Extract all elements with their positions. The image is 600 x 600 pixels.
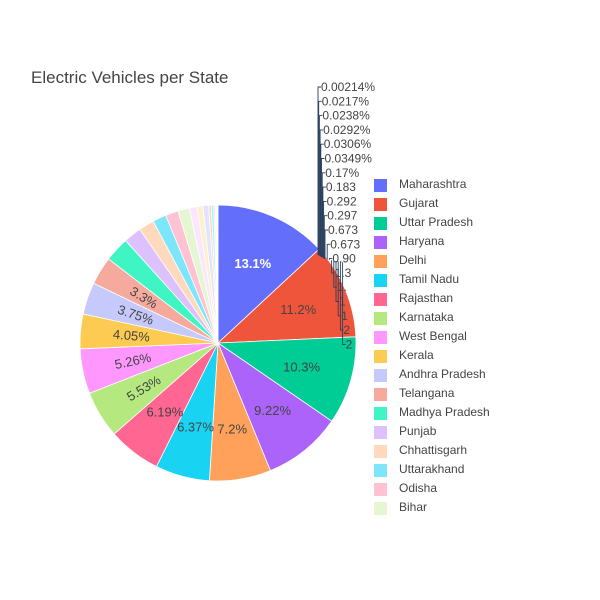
callout-text: 2 (343, 323, 350, 337)
legend-label: Andhra Pradesh (399, 367, 486, 381)
legend-label: Gujarat (399, 196, 439, 210)
legend-label: Uttarakhand (399, 462, 465, 476)
callout-text: 2 (346, 337, 353, 351)
slice-label: 7.2% (217, 421, 247, 436)
callout-line (323, 200, 327, 259)
callout-text: 1.3 (335, 266, 352, 280)
callout-text: 0.673 (328, 223, 358, 237)
legend-label: Madhya Pradesh (399, 405, 490, 419)
legend-swatch (374, 407, 387, 420)
legend-label: Punjab (399, 424, 437, 438)
legend-swatch (374, 255, 387, 268)
legend-swatch (374, 179, 387, 192)
legend-label: Telangana (399, 386, 455, 400)
chart-title: Electric Vehicles per State (31, 68, 229, 87)
callout-line (320, 143, 324, 257)
callout-line (326, 243, 331, 260)
callout-line (321, 172, 326, 258)
callout-text: 0.0217% (322, 94, 370, 108)
callout-line (319, 129, 324, 257)
pie-slices (79, 204, 357, 482)
callout-line (342, 262, 346, 345)
callout-line (317, 86, 321, 255)
legend-swatch (374, 445, 387, 458)
legend-label: Delhi (399, 253, 427, 267)
legend-label: Odisha (399, 481, 438, 495)
callout-text: 0.0306% (324, 137, 372, 151)
callout-text: 0.0292% (323, 123, 371, 137)
callout-line (328, 258, 333, 260)
callout-text: 0.292 (327, 194, 357, 208)
callout-labels: 0.00214%0.0217%0.0238%0.0292%0.0306%0.03… (317, 80, 375, 351)
slice-label: 6.37% (177, 420, 214, 435)
legend-swatch (374, 388, 387, 401)
legend-label: Haryana (399, 234, 445, 248)
legend-swatch (374, 483, 387, 496)
legend-swatch (374, 426, 387, 439)
legend-label: Tamil Nadu (399, 272, 460, 286)
callout-line (323, 215, 328, 259)
pie-slice[interactable] (217, 204, 320, 344)
legend-label: Maharashtra (399, 177, 467, 191)
callout-text: 1 (341, 309, 348, 323)
legend-swatch (374, 198, 387, 211)
legend-swatch (374, 350, 387, 363)
callout-line (321, 158, 325, 257)
slice-label: 9.22% (254, 403, 291, 418)
slice-label: 11.2% (280, 302, 316, 317)
legend-label: Bihar (399, 500, 428, 514)
legend-label: Kerala (399, 348, 434, 362)
callout-text: 0.0238% (322, 109, 370, 123)
legend-swatch (374, 312, 387, 325)
slice-label: 6.19% (146, 404, 183, 419)
legend-label: West Bengal (399, 329, 467, 343)
legend-swatch (374, 331, 387, 344)
callout-line (324, 229, 328, 259)
legend-swatch (374, 369, 387, 382)
callout-text: 0.673 (330, 237, 360, 251)
legend-swatch (374, 464, 387, 477)
slice-label: 4.05% (112, 327, 150, 345)
slice-label: 10.3% (283, 359, 320, 374)
legend-swatch (374, 502, 387, 515)
callout-text: 1. (337, 280, 347, 294)
slice-label: 13.1% (234, 256, 271, 271)
callout-text: 0.00214% (321, 80, 375, 94)
callout-text: 0.0349% (325, 152, 373, 166)
legend-label: Chhattisgarh (399, 443, 468, 457)
legend-swatch (374, 293, 387, 306)
pie-slice[interactable] (217, 341, 333, 472)
callout-text: 0.17% (325, 166, 359, 180)
pie-slice[interactable] (216, 336, 357, 422)
callout-text: 0.297 (327, 209, 357, 223)
legend-swatch (374, 274, 387, 287)
callout-line (322, 186, 326, 258)
callout-line (318, 115, 323, 256)
callout-text: 0.183 (326, 180, 356, 194)
legend-label: Uttar Pradesh (399, 215, 474, 229)
legend-swatch (374, 236, 387, 249)
legend-label: Karnataka (399, 310, 454, 324)
legend-swatch (374, 217, 387, 230)
legend-label: Rajasthan (399, 291, 454, 305)
callout-line (318, 100, 322, 256)
